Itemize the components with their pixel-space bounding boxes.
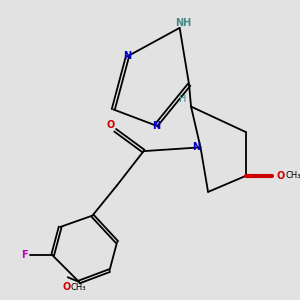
Text: N: N <box>152 121 160 130</box>
Text: H: H <box>179 94 187 103</box>
Text: O: O <box>107 120 115 130</box>
Text: N: N <box>192 142 200 152</box>
Text: N: N <box>123 51 132 61</box>
Text: CH₃: CH₃ <box>285 171 300 180</box>
Text: F: F <box>21 250 28 260</box>
Text: CH₃: CH₃ <box>71 283 86 292</box>
Text: NH: NH <box>175 18 191 28</box>
Text: O: O <box>62 282 70 292</box>
Text: O: O <box>277 171 285 181</box>
